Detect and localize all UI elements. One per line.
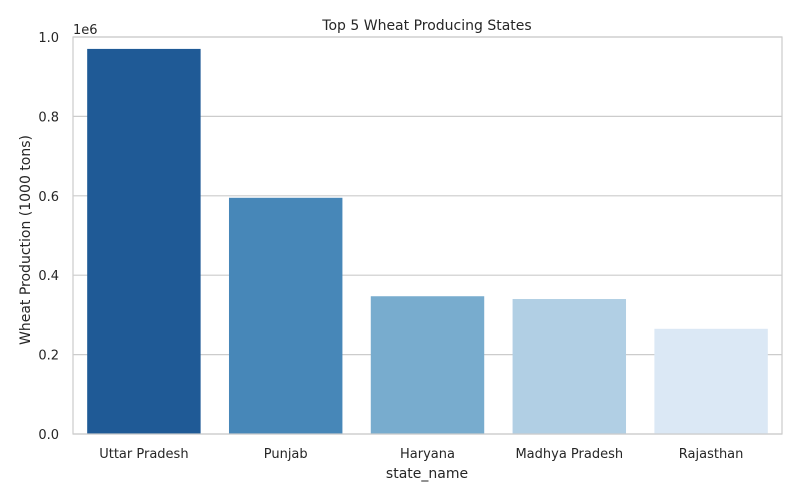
bar	[512, 299, 627, 434]
bar	[87, 48, 201, 434]
bar	[228, 197, 343, 434]
bar	[370, 296, 485, 434]
x-axis-label: state_name	[386, 466, 468, 482]
y-tick-label: 0.2	[38, 349, 59, 364]
bars	[87, 48, 768, 434]
x-tick-label: Punjab	[264, 447, 308, 462]
y-axis-label: Wheat Production (1000 tons)	[18, 135, 34, 345]
chart-title: Top 5 Wheat Producing States	[321, 18, 531, 34]
x-tick-label: Uttar Pradesh	[99, 447, 188, 462]
x-tick-label: Haryana	[400, 447, 455, 462]
x-tick-labels: Uttar Pradesh Punjab Haryana Madhya Pradesh…	[99, 447, 743, 462]
y-tick-label: 0.6	[38, 190, 59, 205]
x-tick-label: Rajasthan	[679, 447, 744, 462]
y-tick-labels: 0.0 0.2 0.4 0.6 0.8 1.0	[38, 31, 59, 443]
y-tick-label: 0.0	[38, 428, 59, 443]
bar	[654, 328, 768, 434]
y-tick-label: 0.8	[38, 110, 59, 125]
y-tick-label: 0.4	[38, 269, 59, 284]
y-offset-label: 1e6	[73, 23, 98, 38]
plot-frame	[72, 36, 783, 435]
y-tick-label: 1.0	[38, 31, 59, 46]
x-tick-label: Madhya Pradesh	[515, 447, 623, 462]
